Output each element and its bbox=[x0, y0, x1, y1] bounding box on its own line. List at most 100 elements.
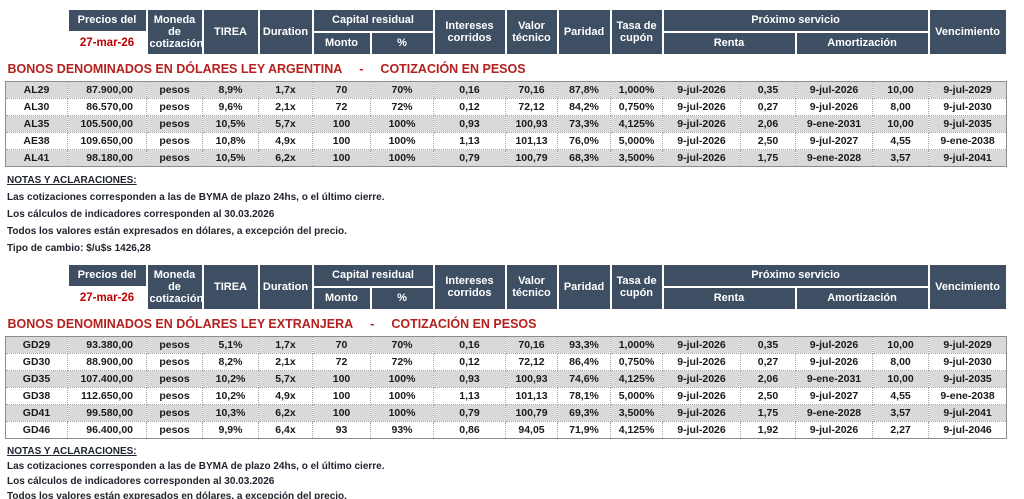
bond-cell: 86.570,00 bbox=[67, 98, 147, 116]
bond-cell: 4,125% bbox=[610, 370, 664, 388]
col-tirea: TIREA bbox=[201, 263, 260, 311]
bond-cell: 10,5% bbox=[202, 149, 259, 167]
bond-cell: 70% bbox=[369, 81, 435, 99]
bond-cell: 0,27 bbox=[740, 98, 797, 116]
note-line: Los cálculos de indicadores corresponden… bbox=[7, 476, 275, 487]
bond-cell: 93 bbox=[312, 421, 371, 439]
bond-row: GD38 112.650,00 pesos 10,2% 4,9x 100 100% 1,13 1… bbox=[5, 387, 1008, 405]
bond-ticker: GD35 bbox=[5, 370, 68, 388]
bond-row: AL29 87.900,00 pesos 8,9% 1,7x 70 70% 0,16 70,16… bbox=[5, 81, 1008, 99]
bond-cell: 100,93 bbox=[505, 115, 559, 133]
bond-cell: 0,35 bbox=[740, 336, 797, 354]
bond-cell: 6,4x bbox=[258, 421, 313, 439]
col-tasa-cupon: Tasa de cupón bbox=[609, 8, 664, 56]
bond-cell: 3,500% bbox=[610, 404, 664, 422]
bond-cell: 4,9x bbox=[258, 132, 313, 150]
bond-cell: 4,125% bbox=[610, 421, 664, 439]
bond-cell: 4,55 bbox=[872, 387, 930, 405]
bond-cell: 9-jul-2035 bbox=[928, 370, 1008, 388]
note-line: Las cotizaciones corresponden a las de B… bbox=[7, 461, 385, 472]
bond-cell: 74,6% bbox=[557, 370, 612, 388]
bond-cell: 10,3% bbox=[202, 404, 259, 422]
bond-cell: 3,57 bbox=[872, 149, 930, 167]
bond-cell: 2,1x bbox=[258, 353, 313, 371]
bond-cell: 9-ene-2028 bbox=[795, 149, 874, 167]
note-line: Los cálculos de indicadores corresponden… bbox=[7, 209, 275, 220]
bond-cell: 96.400,00 bbox=[67, 421, 147, 439]
bond-ticker: AE38 bbox=[5, 132, 68, 150]
bond-cell: 10,00 bbox=[872, 336, 930, 354]
col-valor-tecnico: Valor técnico bbox=[504, 263, 559, 311]
bond-cell: 2,1x bbox=[258, 98, 313, 116]
bond-cell: 0,79 bbox=[433, 404, 507, 422]
bond-cell: 86,4% bbox=[557, 353, 612, 371]
bond-cell: 10,8% bbox=[202, 132, 259, 150]
col-intereses-corridos: Intereses corridos bbox=[432, 8, 507, 56]
col-amortizacion: Amortización bbox=[794, 31, 930, 56]
bond-cell: 100 bbox=[312, 404, 371, 422]
bond-row: GD29 93.380,00 pesos 5,1% 1,7x 70 70% 0,16 70,16… bbox=[5, 336, 1008, 354]
bond-cell: 88.900,00 bbox=[67, 353, 147, 371]
bond-cell: 9-ene-2038 bbox=[928, 387, 1008, 405]
bond-cell: 9-ene-2038 bbox=[928, 132, 1008, 150]
bond-cell: 93,3% bbox=[557, 336, 612, 354]
bond-cell: 2,06 bbox=[740, 370, 797, 388]
bond-cell: 1,75 bbox=[740, 404, 797, 422]
col-duration: Duration bbox=[257, 263, 314, 311]
col-paridad: Paridad bbox=[556, 263, 612, 311]
bond-cell: pesos bbox=[146, 421, 203, 439]
bond-row: AE38 109.650,00 pesos 10,8% 4,9x 100 100% 1,13 1… bbox=[5, 132, 1008, 150]
bond-cell: 5,7x bbox=[258, 115, 313, 133]
bond-cell: pesos bbox=[146, 98, 203, 116]
bond-cell: 100% bbox=[369, 132, 435, 150]
bond-cell: 6,2x bbox=[258, 149, 313, 167]
bond-cell: 72 bbox=[312, 353, 371, 371]
bond-cell: 9-jul-2026 bbox=[662, 353, 742, 371]
bond-cell: 70,16 bbox=[505, 81, 559, 99]
bond-cell: 9-jul-2035 bbox=[928, 115, 1008, 133]
bond-cell: 10,5% bbox=[202, 115, 259, 133]
bond-cell: 9-jul-2030 bbox=[928, 353, 1008, 371]
bond-row: AL35 105.500,00 pesos 10,5% 5,7x 100 100% 0,93 1… bbox=[5, 115, 1008, 133]
bond-cell: 100 bbox=[312, 132, 371, 150]
bond-cell: 109.650,00 bbox=[67, 132, 147, 150]
bond-cell: 0,79 bbox=[433, 149, 507, 167]
bond-cell: 5,7x bbox=[258, 370, 313, 388]
bond-cell: 1,000% bbox=[610, 81, 664, 99]
bond-cell: 9-ene-2031 bbox=[795, 115, 874, 133]
bond-cell: 100% bbox=[369, 370, 435, 388]
bond-cell: 3,57 bbox=[872, 404, 930, 422]
bond-cell: 5,000% bbox=[610, 132, 664, 150]
bond-cell: 9-jul-2026 bbox=[662, 132, 742, 150]
notes-heading: NOTAS Y ACLARACIONES: bbox=[7, 446, 137, 457]
bond-cell: 70% bbox=[369, 336, 435, 354]
bond-cell: pesos bbox=[146, 370, 203, 388]
bond-cell: 9-jul-2046 bbox=[928, 421, 1008, 439]
bond-cell: 2,06 bbox=[740, 115, 797, 133]
note-line: Todos los valores están expresados en dó… bbox=[7, 491, 347, 499]
price-date: 27-mar-26 bbox=[66, 286, 148, 311]
col-pct: % bbox=[369, 31, 435, 56]
bond-cell: pesos bbox=[146, 404, 203, 422]
col-moneda-cotizacion: Moneda de cotización bbox=[145, 263, 204, 311]
bond-cell: 9,9% bbox=[202, 421, 259, 439]
bond-cell: 99.580,00 bbox=[67, 404, 147, 422]
bond-cell: 9-ene-2031 bbox=[795, 370, 874, 388]
bond-row: GD30 88.900,00 pesos 8,2% 2,1x 72 72% 0,12 72,12… bbox=[5, 353, 1008, 371]
bond-cell: 93.380,00 bbox=[67, 336, 147, 354]
bond-cell: 9-jul-2026 bbox=[662, 404, 742, 422]
bond-cell: 100 bbox=[312, 115, 371, 133]
bond-cell: 0,27 bbox=[740, 353, 797, 371]
note-line: Las cotizaciones corresponden a las de B… bbox=[7, 192, 385, 203]
bond-cell: 87,8% bbox=[557, 81, 612, 99]
bond-cell: 1,7x bbox=[258, 336, 313, 354]
bond-cell: 9,6% bbox=[202, 98, 259, 116]
bond-cell: 9-jul-2026 bbox=[662, 370, 742, 388]
bond-cell: pesos bbox=[146, 353, 203, 371]
bond-cell: 72% bbox=[369, 98, 435, 116]
bond-cell: 10,00 bbox=[872, 115, 930, 133]
bonds-table-ley-extranjera: Precios del Moneda de cotización TIREA D… bbox=[5, 263, 1008, 439]
bond-cell: pesos bbox=[146, 149, 203, 167]
bond-cell: 70 bbox=[312, 336, 371, 354]
